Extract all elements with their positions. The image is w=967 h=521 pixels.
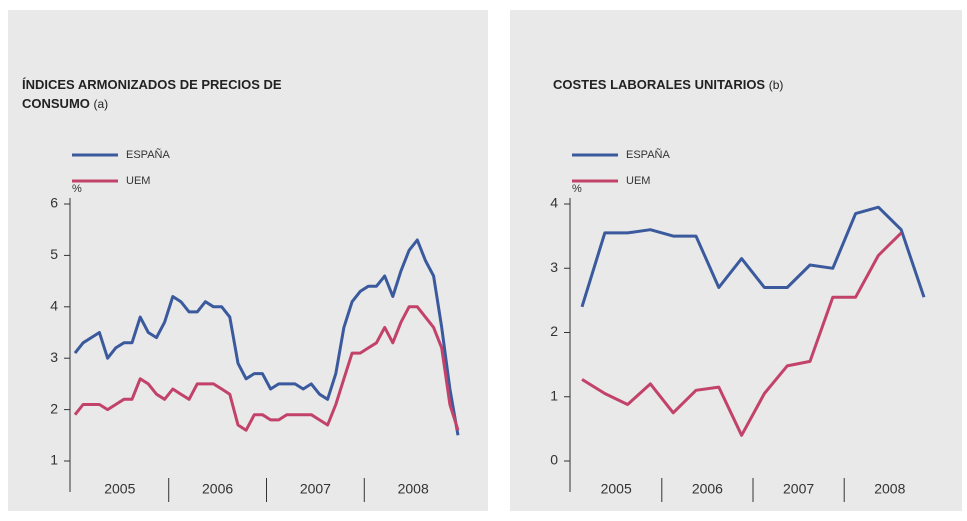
y-tick-label: 3	[550, 259, 558, 275]
x-tick-label: 2008	[874, 481, 905, 497]
title-text: ÍNDICES ARMONIZADOS DE PRECIOS DE CONSUM…	[22, 77, 282, 111]
y-tick-label: 1	[50, 452, 58, 468]
y-tick-label: 2	[50, 400, 58, 416]
title-note: (a)	[93, 97, 109, 111]
chart-title: COSTES LABORALES UNITARIOS (b)	[553, 75, 933, 95]
y-tick-label: 4	[50, 298, 58, 314]
y-unit: %	[72, 183, 82, 195]
title-text: COSTES LABORALES UNITARIOS	[553, 77, 766, 92]
legend-label: UEM	[626, 175, 650, 187]
series-line	[73, 238, 460, 436]
y-tick-label: 0	[550, 452, 558, 468]
chart-title: ÍNDICES ARMONIZADOS DE PRECIOS DE CONSUM…	[22, 75, 322, 114]
title-note: (b)	[768, 78, 784, 92]
y-tick-label: 5	[50, 246, 58, 262]
series-line	[73, 305, 460, 432]
y-tick-label: 1	[550, 387, 558, 403]
legend-label: UEM	[126, 175, 150, 187]
x-tick-label: 2005	[601, 481, 632, 497]
y-unit: %	[572, 183, 582, 195]
x-tick-label: 2008	[398, 481, 429, 497]
series-line	[580, 205, 926, 308]
x-tick-label: 2006	[692, 481, 723, 497]
legend-label: ESPAÑA	[626, 148, 670, 161]
x-tick-label: 2006	[202, 481, 233, 497]
y-tick-label: 2	[550, 323, 558, 339]
x-tick-label: 2007	[300, 481, 331, 497]
y-tick-label: 4	[550, 195, 558, 211]
series-line	[581, 231, 903, 437]
x-tick-label: 2005	[104, 481, 135, 497]
y-tick-label: 6	[50, 195, 58, 211]
panel	[510, 10, 962, 511]
y-tick-label: 3	[50, 349, 58, 365]
x-tick-label: 2007	[783, 481, 814, 497]
legend-label: ESPAÑA	[126, 148, 170, 161]
